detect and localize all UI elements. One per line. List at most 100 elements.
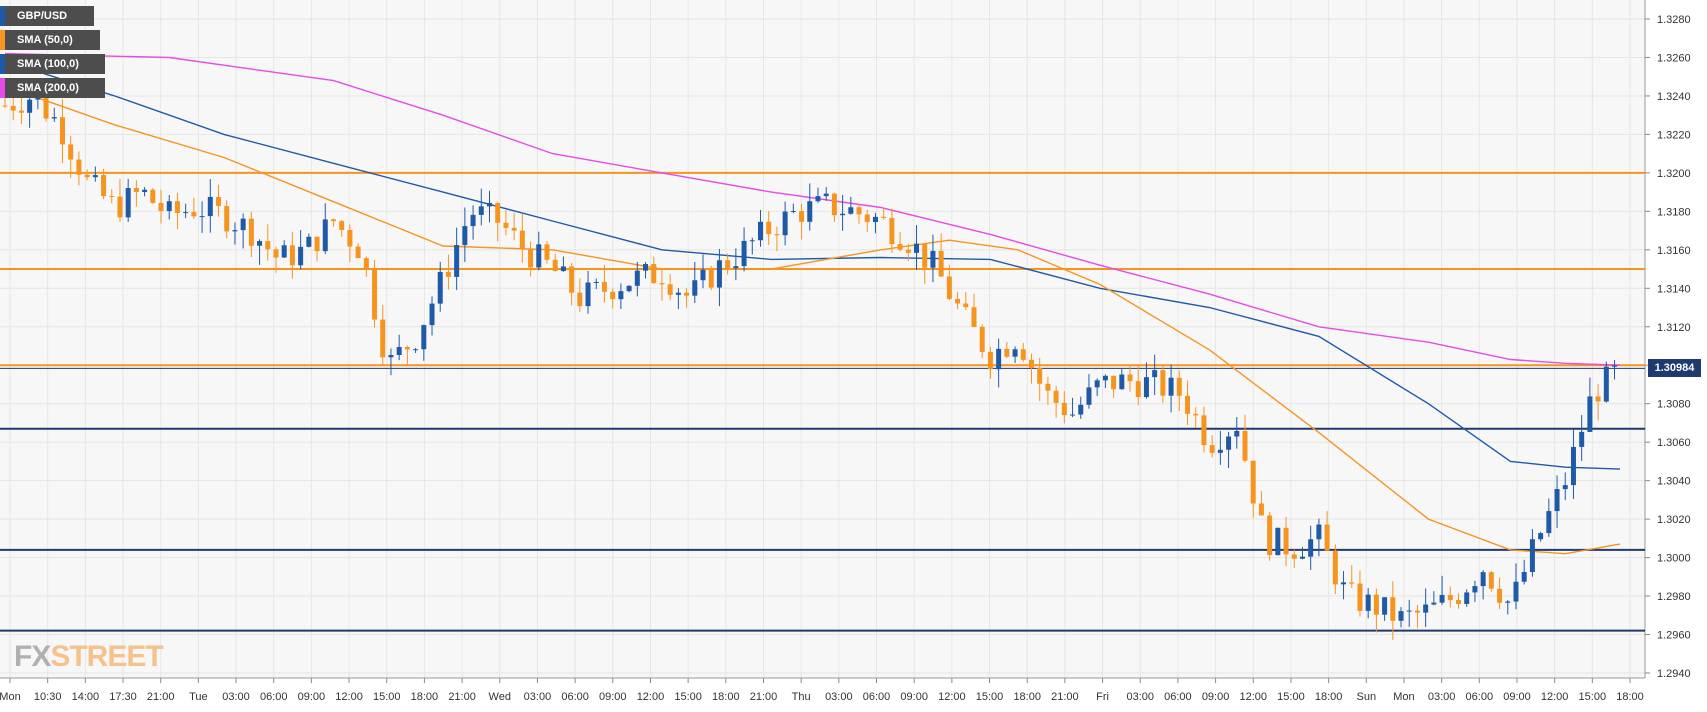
candle-body <box>355 246 361 259</box>
candle-body <box>725 260 731 269</box>
candle-body <box>92 175 98 178</box>
candle-body <box>454 245 460 277</box>
current-price-tag: 1.30984 <box>1648 359 1701 378</box>
x-tick-label: 06:00 <box>260 691 288 703</box>
candle-body <box>1612 365 1618 367</box>
fxstreet-logo: FXSTREET <box>14 640 164 674</box>
candle-body <box>2 105 8 107</box>
candle-body <box>1004 348 1010 357</box>
candle-body <box>158 202 164 211</box>
candle-body <box>1414 610 1420 613</box>
candle-body <box>1201 415 1207 446</box>
x-tick-label: 03:00 <box>1428 691 1456 703</box>
x-tick-label: 15:00 <box>976 691 1004 703</box>
candle-body <box>536 244 542 268</box>
candle-body <box>133 187 139 193</box>
candle-body <box>922 243 928 268</box>
candle-body <box>1102 375 1108 381</box>
y-tick-label: 1.3020 <box>1657 514 1691 526</box>
candle-body <box>708 269 714 288</box>
candle-body <box>1168 377 1174 396</box>
logo-fx: FX <box>14 640 51 673</box>
y-tick-label: 1.3040 <box>1657 476 1691 488</box>
candle-body <box>733 266 739 269</box>
candle-body <box>766 221 772 235</box>
candle-body <box>889 217 895 245</box>
candle-body <box>1316 524 1322 540</box>
x-tick-label: 10:30 <box>34 691 62 703</box>
candle-body <box>380 319 386 358</box>
x-tick-label: 15:00 <box>1277 691 1305 703</box>
x-tick-label: 21:00 <box>147 691 175 703</box>
candle-body <box>905 249 911 253</box>
legend-item: SMA (100,0) <box>0 54 105 74</box>
candle-body <box>1217 449 1223 453</box>
candle-body <box>1488 572 1494 589</box>
candle-body <box>470 214 476 227</box>
candle-body <box>306 236 312 247</box>
candle-body <box>1538 533 1544 540</box>
legend-swatch <box>0 30 5 50</box>
x-tick-label: Thu <box>792 691 811 703</box>
candle-body <box>864 214 870 223</box>
x-tick-label: 18:00 <box>1616 691 1644 703</box>
x-tick-label: Mon <box>0 691 21 703</box>
candle-body <box>1447 594 1453 601</box>
legend-item: SMA (50,0) <box>0 30 100 50</box>
x-tick-label: 09:00 <box>599 691 627 703</box>
candle-body <box>1291 554 1297 559</box>
candle-body <box>1070 414 1076 416</box>
candle-body <box>643 264 649 271</box>
candle-body <box>101 175 107 197</box>
candle-body <box>930 250 936 268</box>
x-tick-label: 06:00 <box>1466 691 1494 703</box>
candle-body <box>18 110 24 113</box>
candle-body <box>1053 390 1059 403</box>
candle-body <box>1308 539 1314 557</box>
candle-body <box>675 292 681 295</box>
candle-body <box>84 174 90 178</box>
plot-area <box>0 0 1645 678</box>
candle-body <box>240 218 246 231</box>
candle-body <box>979 326 985 352</box>
candle-body <box>1152 370 1158 378</box>
y-tick-label: 1.3240 <box>1657 91 1691 103</box>
x-tick-label: 06:00 <box>561 691 589 703</box>
candle-body <box>339 221 345 230</box>
candle-body <box>404 347 410 350</box>
candle-body <box>265 241 271 250</box>
candle-body <box>68 144 74 160</box>
candle-body <box>1078 404 1084 415</box>
candle-body <box>1357 583 1363 611</box>
candle-body <box>109 196 115 198</box>
candle-body <box>35 96 41 100</box>
x-tick-label: Mon <box>1393 691 1414 703</box>
candle-body <box>117 196 123 218</box>
candle-body <box>1554 489 1560 512</box>
candle-body <box>1234 430 1240 437</box>
x-tick-label: 03:00 <box>825 691 853 703</box>
candle-body <box>1398 611 1404 621</box>
x-tick-label: Fri <box>1096 691 1109 703</box>
candle-body <box>1464 592 1470 604</box>
y-tick-label: 1.3200 <box>1657 168 1691 180</box>
candle-body <box>610 291 616 300</box>
candle-body <box>799 211 805 222</box>
candle-body <box>43 96 49 119</box>
candle-body <box>1595 396 1601 402</box>
candle-body <box>1045 383 1051 391</box>
candle-body <box>257 241 263 246</box>
candle-body <box>1579 431 1585 447</box>
candle-body <box>552 259 558 272</box>
candle-body <box>281 245 287 258</box>
candle-body <box>601 281 607 292</box>
candle-body <box>774 234 780 236</box>
candle-body <box>651 264 657 284</box>
candle-body <box>1587 396 1593 432</box>
x-tick-label: 14:00 <box>72 691 100 703</box>
legend-item: SMA (200,0) <box>0 78 105 98</box>
candle-body <box>848 207 854 214</box>
candle-body <box>782 211 788 236</box>
y-tick-label: 1.3260 <box>1657 52 1691 64</box>
candle-body <box>437 271 443 304</box>
